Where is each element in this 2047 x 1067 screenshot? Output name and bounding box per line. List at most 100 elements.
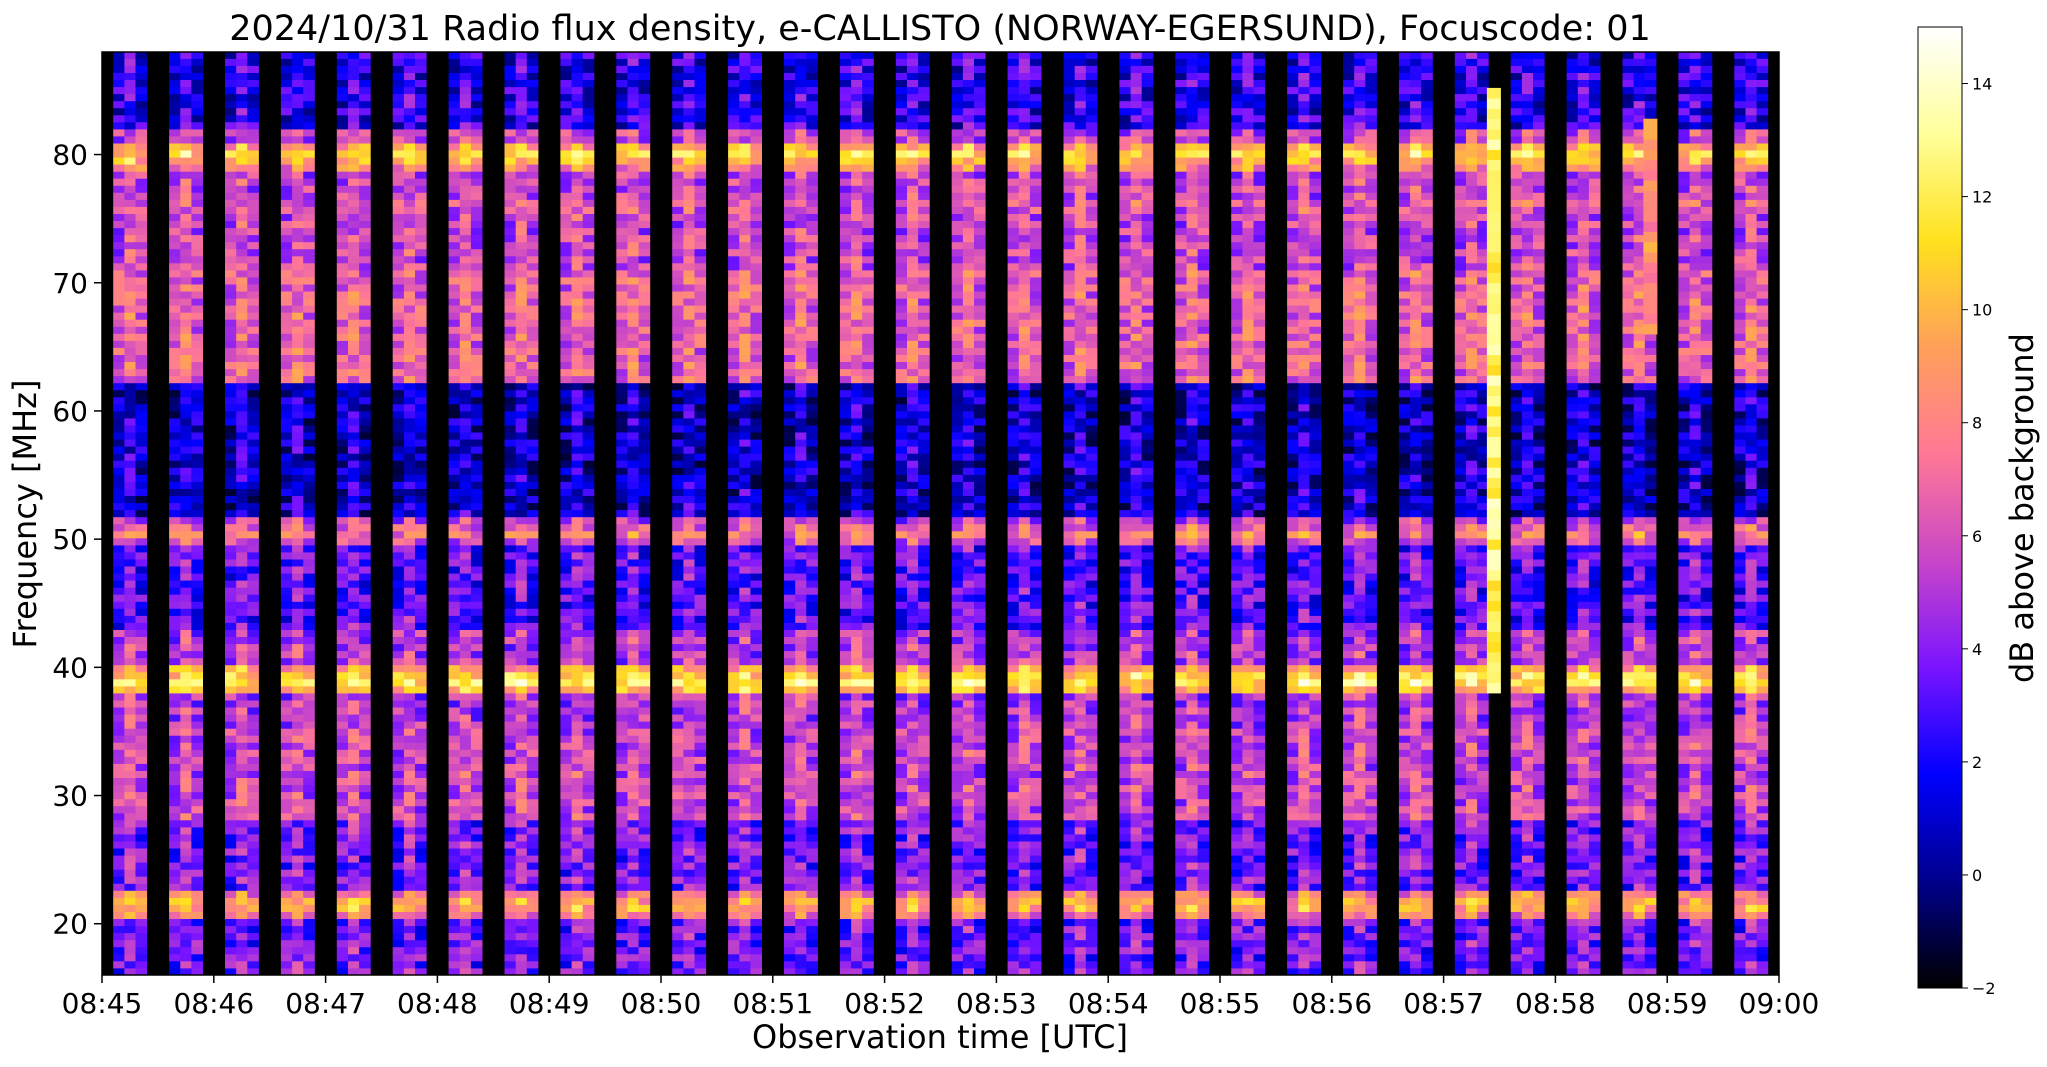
spectrogram-cell [303,361,315,370]
spectrogram-cell [124,509,136,518]
spectrogram-cell [124,234,136,243]
spectrogram-cell [616,601,628,609]
spectrogram-cell [739,333,751,341]
spectrogram-cell [739,939,751,948]
spectrogram-cell [247,601,259,609]
spectrogram-cell [336,291,349,299]
spectrogram-cell [504,707,517,715]
spectrogram-cell [448,516,461,525]
spectrogram-cell [739,375,751,384]
spectrogram-cell [180,234,192,243]
spectrogram-cell [694,100,707,109]
spectrogram-cell [236,389,248,398]
spectrogram-cell [359,121,371,130]
spectrogram-cell [470,432,483,440]
spectrogram-cell [750,876,762,884]
spectrogram-cell [459,537,472,546]
spectrogram-cell [504,65,517,73]
spectrogram-cell [616,819,628,828]
spectrogram-cell [359,932,371,941]
spectrogram-cell [336,925,349,934]
spectrogram-cell [113,544,125,553]
spectrogram-cell [236,107,248,116]
spectrogram-cell [627,566,640,574]
spectrogram-cell [113,834,125,842]
spectrogram-cell [627,678,640,687]
spectrogram-cell [225,488,237,496]
spectrogram-cell [225,410,237,419]
spectrogram-cell [113,396,125,405]
spectrogram-cell [750,474,762,482]
spectrogram-cell [135,664,148,673]
spectrogram-cell [303,559,315,567]
spectrogram-cell [694,121,707,130]
spectrogram-cell [403,742,416,750]
spectrogram-cell [225,143,237,151]
spectrogram-cell [627,114,640,123]
spectrogram-cell [247,425,259,433]
spectrogram-cell [169,601,181,609]
spectrogram-cell [169,544,181,553]
spectrogram-cell [616,841,628,849]
spectrogram-cell [795,918,807,927]
spectrogram-cell [303,812,315,821]
spectrogram-cell [225,178,237,186]
spectrogram-cell [280,530,293,539]
spectrogram-cell [415,855,427,863]
spectrogram-cell [672,255,684,264]
spectrogram-cell [560,269,572,278]
spectrogram-cell [403,735,416,743]
spectrogram-cell [739,312,751,320]
spectrogram-cell [515,425,528,433]
spectrogram-cell [135,305,148,313]
spectrogram-cell [683,495,695,504]
spectrogram-cell [459,410,472,419]
spectrogram-cell [124,403,136,412]
spectrogram-cell [225,855,237,863]
spectrogram-cell [504,52,517,59]
spectrogram-cell [470,855,483,863]
spectrogram-cell [470,150,483,158]
spectrogram-cell [672,150,684,158]
spectrogram-cell [784,573,796,581]
spectrogram-cell [359,953,371,962]
spectrogram-cell [169,150,181,158]
spectrogram-cell [415,178,427,186]
spectrogram-cell [683,305,695,313]
spectrogram-cell [784,770,796,778]
spectrogram-cell [526,714,539,722]
spectrogram-cell [459,403,472,412]
spectrogram-cell [571,728,584,736]
spectrogram-cell [135,432,148,440]
spectrogram-cell [113,86,125,95]
spectrogram-cell [303,650,315,659]
spectrogram-cell [728,559,740,567]
spectrogram-cell [560,841,572,849]
spectrogram-cell [795,841,807,849]
spectrogram-cell [303,171,315,179]
spectrogram-cell [694,812,707,821]
spectrogram-cell [694,255,707,264]
spectrogram-cell [616,425,628,433]
spectrogram-cell [415,65,427,73]
spectrogram-cell [359,178,371,186]
spectrogram-cell [459,418,472,426]
spectrogram-cell [280,770,293,778]
spectrogram-cell [526,629,539,637]
spectrogram-cell [124,396,136,405]
spectrogram-cell [795,791,807,800]
spectrogram-cell [672,523,684,532]
spectrogram-cell [582,86,595,95]
spectrogram-cell [169,100,181,109]
spectrogram-cell [795,523,807,532]
spectrogram-cell [292,530,304,539]
spectrogram-cell [180,805,192,814]
spectrogram-cell [616,925,628,934]
spectrogram-cell [225,594,237,602]
spectrogram-cell [180,114,192,123]
spectrogram-cell [459,199,472,207]
spectrogram-cell [784,185,796,193]
spectrogram-cell [470,333,483,341]
spectrogram-cell [247,347,259,355]
spectrogram-cell [169,128,181,137]
